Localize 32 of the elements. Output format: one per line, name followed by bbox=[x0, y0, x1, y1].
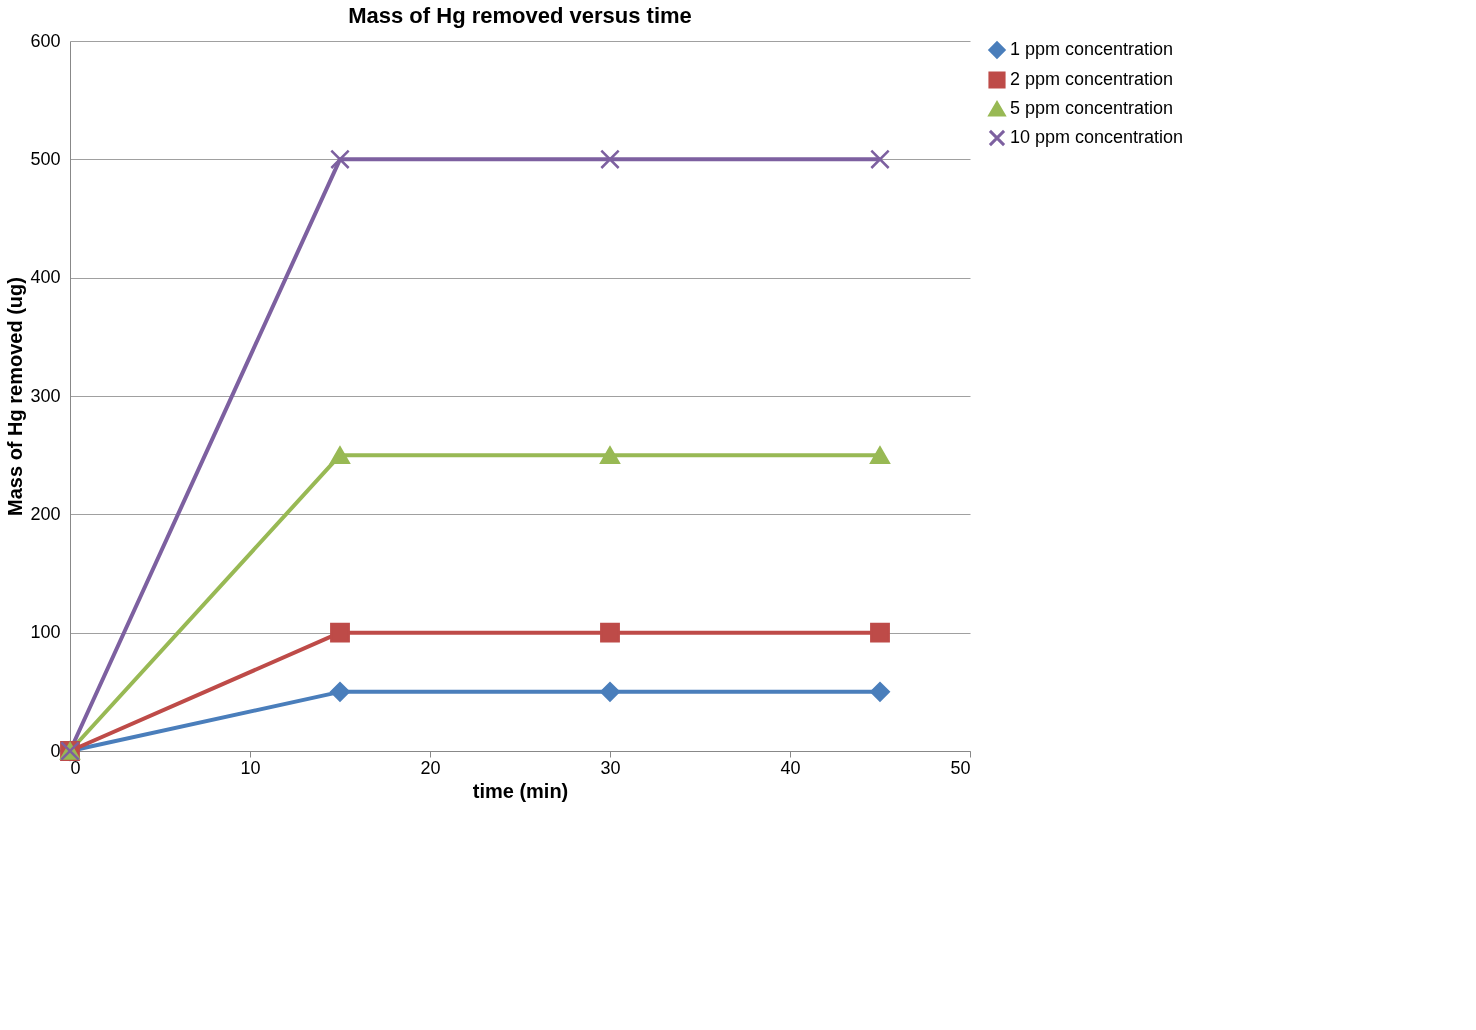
chart-title: Mass of Hg removed versus time bbox=[348, 3, 692, 28]
x-tick-label: 0 bbox=[70, 757, 81, 778]
x-axis-title: time (min) bbox=[472, 779, 569, 802]
legend-label: 1 ppm concentration bbox=[1010, 39, 1174, 59]
y-tick-label: 300 bbox=[30, 385, 61, 406]
y-tick-label: 100 bbox=[30, 622, 61, 643]
legend-label: 5 ppm concentration bbox=[1010, 98, 1174, 118]
point bbox=[330, 622, 350, 643]
point bbox=[600, 681, 620, 702]
point bbox=[870, 149, 890, 170]
legend-label: 10 ppm concentration bbox=[1010, 127, 1184, 147]
y-tick-label: 600 bbox=[30, 30, 61, 51]
y-tick-label: 0 bbox=[50, 740, 61, 761]
point bbox=[600, 149, 620, 170]
point bbox=[330, 681, 350, 702]
point bbox=[330, 149, 350, 170]
point bbox=[330, 446, 350, 464]
x-tick-label: 50 bbox=[950, 757, 971, 778]
point bbox=[600, 446, 620, 464]
x-tick-label: 30 bbox=[600, 757, 621, 778]
y-tick-label: 400 bbox=[30, 267, 61, 288]
point bbox=[600, 622, 620, 643]
point bbox=[870, 681, 890, 702]
y-axis-title: Mass of Hg removed (ug) bbox=[4, 277, 27, 516]
point bbox=[870, 446, 890, 464]
x-tick-label: 40 bbox=[780, 757, 801, 778]
legend-label: 2 ppm concentration bbox=[1010, 69, 1174, 89]
x-tick-label: 20 bbox=[420, 757, 441, 778]
point bbox=[870, 622, 890, 643]
y-tick-label: 500 bbox=[30, 148, 61, 169]
y-tick-label: 200 bbox=[30, 503, 61, 524]
x-tick-label: 10 bbox=[240, 757, 261, 778]
